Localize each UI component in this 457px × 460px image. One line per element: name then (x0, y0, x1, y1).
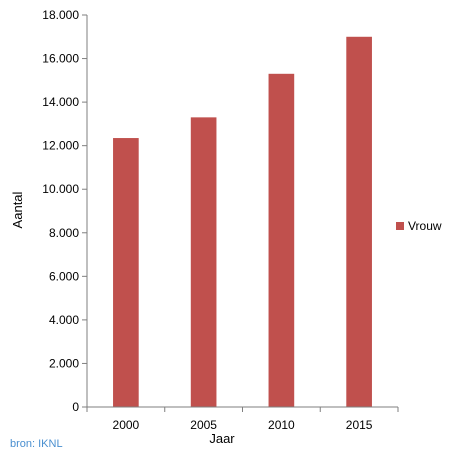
x-tick-label: 2010 (268, 418, 295, 432)
y-tick-label: 16.000 (42, 52, 79, 66)
x-ticks: 2000 2005 2010 2015 (86, 407, 399, 432)
x-axis-title: Jaar (209, 431, 235, 446)
bar-2000 (113, 138, 139, 408)
x-tick-label: 2005 (190, 418, 217, 432)
y-tick-label: 4.000 (49, 313, 79, 327)
legend-label: Vrouw (408, 219, 442, 233)
bar-2015 (346, 36, 372, 408)
y-ticks: 0 2.000 4.000 6.000 8.000 10.000 12.000 14.000 1… (42, 8, 87, 414)
x-tick-label: 2000 (113, 418, 140, 432)
source-label: bron: IKNL (10, 438, 63, 450)
bar-2005 (190, 117, 217, 407)
y-tick-label: 6.000 (49, 269, 79, 283)
bar-2010 (268, 73, 295, 408)
x-tick-label: 2015 (346, 418, 373, 432)
y-tick-label: 2.000 (49, 356, 79, 370)
legend-swatch (396, 222, 404, 230)
y-axis-title: Aantal (10, 191, 25, 228)
y-tick-label: 14.000 (42, 95, 79, 109)
y-tick-label: 12.000 (42, 139, 79, 153)
legend: Vrouw (396, 219, 442, 233)
bars-layer (113, 36, 372, 408)
y-tick-label: 8.000 (49, 226, 79, 240)
y-tick-label: 0 (72, 400, 79, 414)
y-tick-label: 10.000 (42, 182, 79, 196)
y-tick-label: 18.000 (42, 8, 79, 22)
